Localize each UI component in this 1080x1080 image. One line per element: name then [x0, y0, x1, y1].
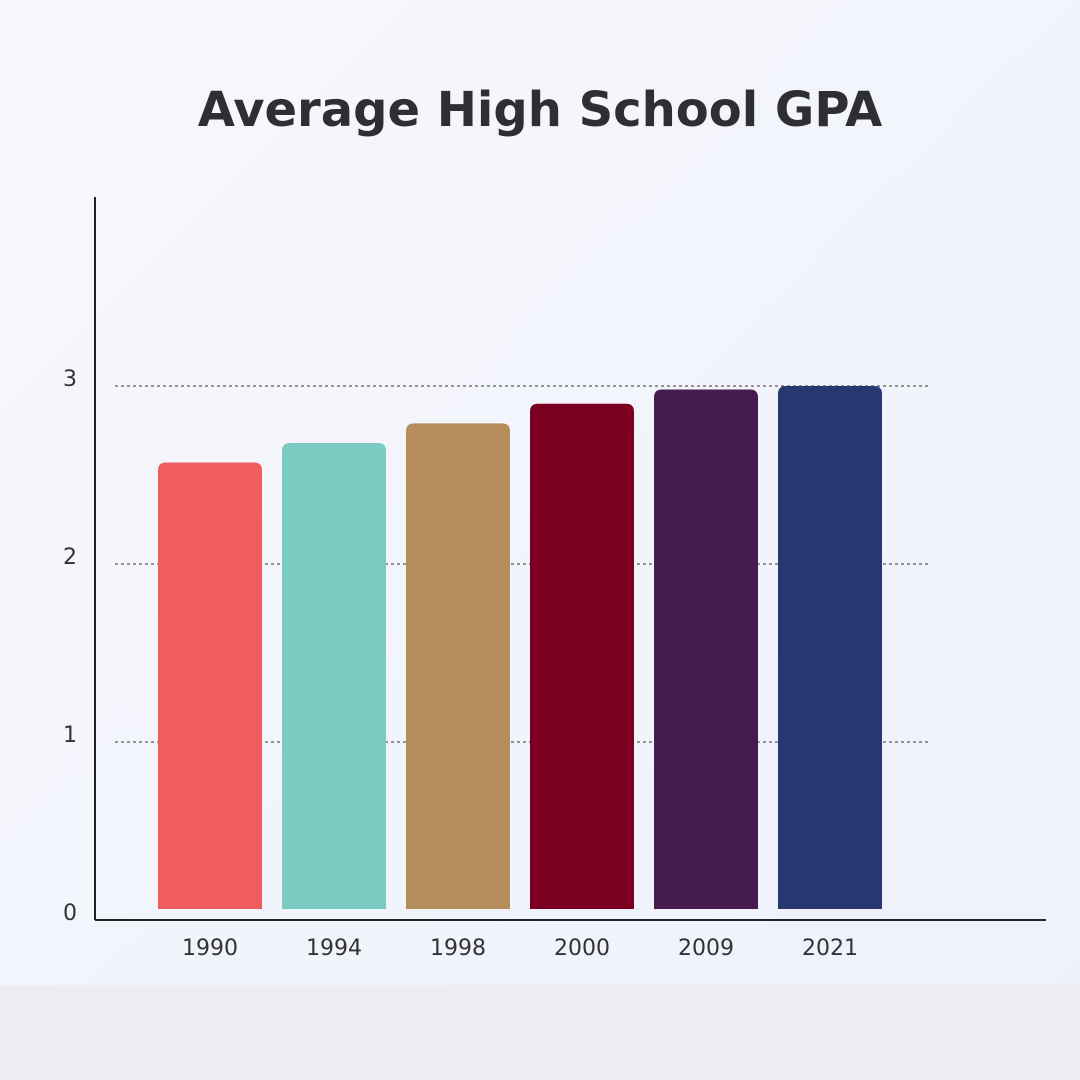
chart-title: Average High School GPA [198, 82, 882, 138]
x-tick-label: 2000 [554, 936, 610, 961]
bar [158, 462, 262, 909]
y-tick-label: 0 [63, 901, 77, 926]
footer-band [0, 985, 1080, 1080]
x-tick-label: 1990 [182, 936, 238, 961]
x-tick-label: 1994 [306, 936, 362, 961]
bar [406, 423, 510, 909]
x-tick-label: 2009 [678, 936, 734, 961]
x-tick-label: 2021 [802, 936, 858, 961]
bar [778, 386, 882, 909]
y-tick-label: 3 [63, 367, 77, 392]
y-tick-label: 2 [63, 545, 77, 570]
bar [282, 442, 386, 909]
x-tick-label: 1998 [430, 936, 486, 961]
y-tick-label: 1 [63, 723, 77, 748]
bar [530, 403, 634, 909]
bar [654, 389, 758, 909]
